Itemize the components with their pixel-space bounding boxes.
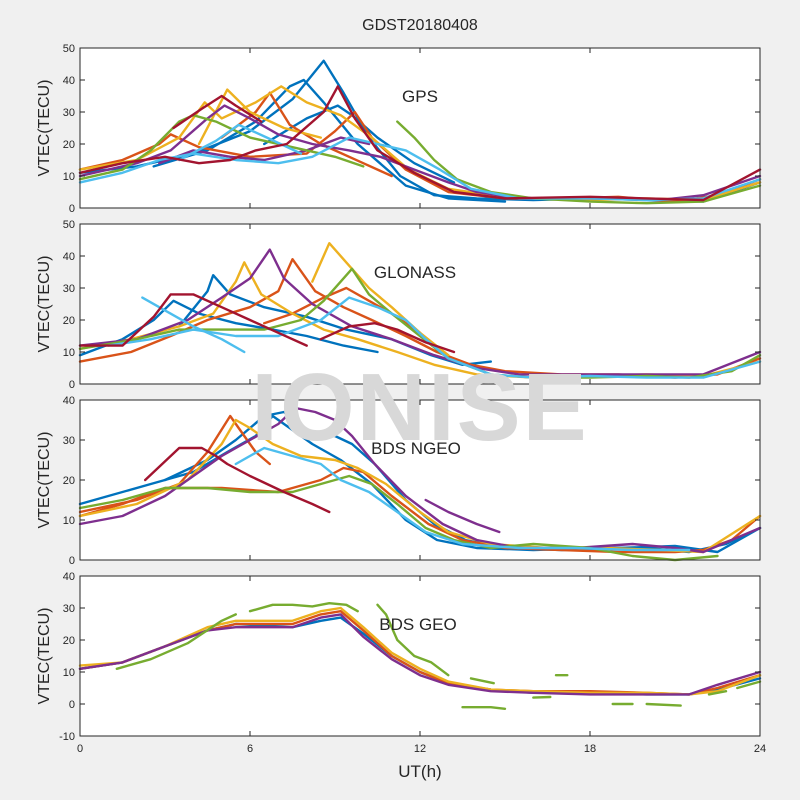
y-axis-label: VTEC(TECU) <box>36 608 53 705</box>
series-line-10 <box>144 446 331 514</box>
series-line-5 <box>115 613 237 670</box>
y-tick-label: -10 <box>59 731 75 743</box>
panel-label: GLONASS <box>374 263 456 282</box>
panel-3: 0 10 20 30 40 VTEC(TECU) BDS NGEO <box>36 395 762 567</box>
series-line-13 <box>645 702 682 707</box>
series-line-2 <box>152 78 507 203</box>
series-line-6 <box>248 602 359 613</box>
y-tick-label: 0 <box>69 379 75 391</box>
y-tick-label: 10 <box>63 515 75 527</box>
y-axis-label: VTEC(TECU) <box>36 256 53 353</box>
y-tick-label: 10 <box>63 667 75 679</box>
panel-2: 0 10 20 30 40 50 VTEC(TECU) GLONASS <box>36 219 762 391</box>
x-tick-label: 18 <box>584 743 596 755</box>
series-line-4 <box>78 613 762 696</box>
figure-title: GDST20180408 <box>362 17 478 34</box>
panel-label: BDS NGEO <box>371 439 461 458</box>
y-tick-label: 50 <box>63 219 75 231</box>
y-tick-label: 40 <box>63 75 75 87</box>
series-line-14 <box>707 690 728 696</box>
series-line-8 <box>469 677 495 685</box>
series-line-9 <box>141 296 246 354</box>
series-line-7 <box>376 603 450 677</box>
series-line-7 <box>424 498 501 534</box>
y-tick-label: 10 <box>63 171 75 183</box>
series-line-11 <box>78 293 308 347</box>
y-axis-label: VTEC(TECU) <box>36 432 53 529</box>
watermark: IONISE <box>251 354 588 461</box>
series-line-7 <box>197 88 322 146</box>
x-tick-label: 0 <box>77 743 83 755</box>
plot-area <box>80 224 760 384</box>
series-line-10 <box>532 695 552 699</box>
series-line-13 <box>178 123 303 162</box>
series-line-12 <box>319 322 456 354</box>
panel-label: GPS <box>402 87 438 106</box>
panel-1: 0 10 20 30 40 50 VTEC(TECU) GPS <box>36 43 762 215</box>
y-tick-label: 0 <box>69 555 75 567</box>
series-line-9 <box>461 706 507 710</box>
y-tick-label: 40 <box>63 571 75 583</box>
y-tick-label: 0 <box>69 699 75 711</box>
x-tick-label: 24 <box>754 743 766 755</box>
series-line-9 <box>158 136 371 165</box>
y-tick-label: 30 <box>63 603 75 615</box>
series-line-15 <box>172 94 263 130</box>
y-tick-label: 20 <box>63 475 75 487</box>
y-tick-label: 30 <box>63 435 75 447</box>
y-tick-label: 0 <box>69 203 75 215</box>
series-line-15 <box>736 680 762 690</box>
x-tick-label: 6 <box>247 743 253 755</box>
x-tick-label: 12 <box>414 743 426 755</box>
y-tick-label: 20 <box>63 635 75 647</box>
y-tick-label: 40 <box>63 251 75 263</box>
y-tick-label: 50 <box>63 43 75 55</box>
series-line-12 <box>78 136 762 202</box>
x-axis-label: UT(h) <box>398 762 441 781</box>
series-line-5 <box>220 91 393 178</box>
y-tick-label: 40 <box>63 395 75 407</box>
series-line-11 <box>396 120 762 205</box>
y-tick-label: 30 <box>63 283 75 295</box>
y-tick-label: 30 <box>63 107 75 119</box>
y-tick-label: 20 <box>63 139 75 151</box>
y-axis-label: VTEC(TECU) <box>36 80 53 177</box>
series-line-3 <box>78 414 271 514</box>
plot-area <box>80 48 760 208</box>
series-line-10 <box>107 296 762 379</box>
panels-group: 0 10 20 30 40 50 VTEC(TECU) GPS 0 10 20 30 40 50 VTEC(… <box>36 43 766 755</box>
series-line-9 <box>234 446 691 552</box>
plot-area <box>80 400 760 560</box>
plot-area <box>80 576 760 736</box>
y-tick-label: 10 <box>63 347 75 359</box>
panel-label: BDS GEO <box>379 615 456 634</box>
series-line-14 <box>78 85 762 202</box>
series-line-6 <box>78 406 762 554</box>
y-tick-label: 20 <box>63 315 75 327</box>
